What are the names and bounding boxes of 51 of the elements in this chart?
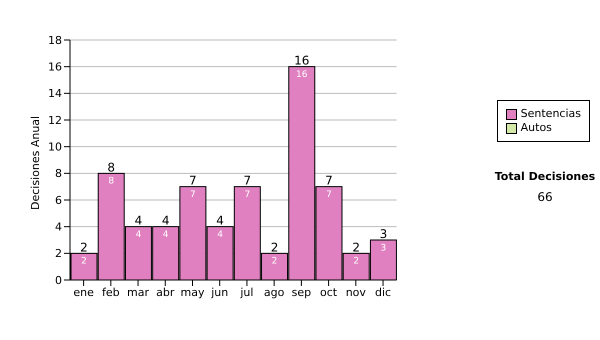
legend-label: Sentencias: [520, 107, 581, 121]
y-tick-label: 12: [48, 114, 62, 127]
total-label: 3: [380, 227, 388, 241]
text: 66: [536, 190, 554, 204]
x-tick-label: jun: [210, 286, 228, 299]
total-label: 7: [244, 174, 252, 188]
x-tick-label: oct: [320, 286, 338, 299]
y-tick-label: 4: [55, 220, 62, 234]
x-tick-label: jul: [239, 286, 254, 299]
y-tick-label: 16: [48, 60, 62, 74]
y-tick-label: 8: [55, 167, 62, 180]
data-label: 7: [190, 190, 196, 200]
data-label: 16: [296, 70, 308, 80]
data-label: 2: [353, 256, 360, 267]
x-tick-label: feb: [102, 286, 120, 299]
data-label: 8: [108, 176, 114, 187]
data-label: 4: [136, 230, 142, 240]
data-label: 2: [272, 256, 278, 267]
total-label: 7: [189, 174, 197, 188]
data-label: 2: [81, 256, 87, 267]
data-label: 4: [217, 230, 224, 240]
x-tick-label: mar: [127, 286, 150, 299]
data-label: 4: [162, 230, 169, 240]
total-label: 7: [325, 174, 333, 188]
y-tick-label: 14: [48, 87, 62, 100]
y-tick-label: 0: [55, 274, 62, 287]
total-label: 4: [134, 214, 142, 228]
x-tick-label: abr: [156, 286, 175, 299]
x-tick-label: may: [180, 286, 205, 299]
total-label: 2: [270, 240, 278, 254]
x-tick-label: ene: [73, 286, 94, 299]
total-label: 4: [216, 214, 224, 228]
total-label: 8: [107, 160, 116, 174]
total-label: 2: [352, 240, 360, 254]
x-tick-label: nov: [346, 286, 366, 299]
y-tick-label: 18: [48, 34, 62, 47]
total-label: 2: [80, 240, 88, 254]
data-label: 3: [380, 243, 386, 254]
legend-label: Autos: [520, 121, 552, 135]
y-tick-label: 10: [48, 140, 62, 154]
text: Total Decisiones: [494, 170, 596, 183]
data-label: 7: [326, 190, 332, 200]
total-label: 4: [162, 214, 170, 228]
y-tick-label: 2: [55, 247, 62, 260]
x-tick-label: ago: [264, 286, 285, 299]
y-tick-label: 6: [55, 194, 62, 207]
x-tick-label: sep: [292, 286, 312, 299]
total-label: 16: [294, 54, 310, 68]
data-label: 7: [244, 190, 250, 200]
y-axis-title: Decisiones Anual: [28, 116, 42, 210]
x-tick-label: dic: [374, 286, 392, 299]
